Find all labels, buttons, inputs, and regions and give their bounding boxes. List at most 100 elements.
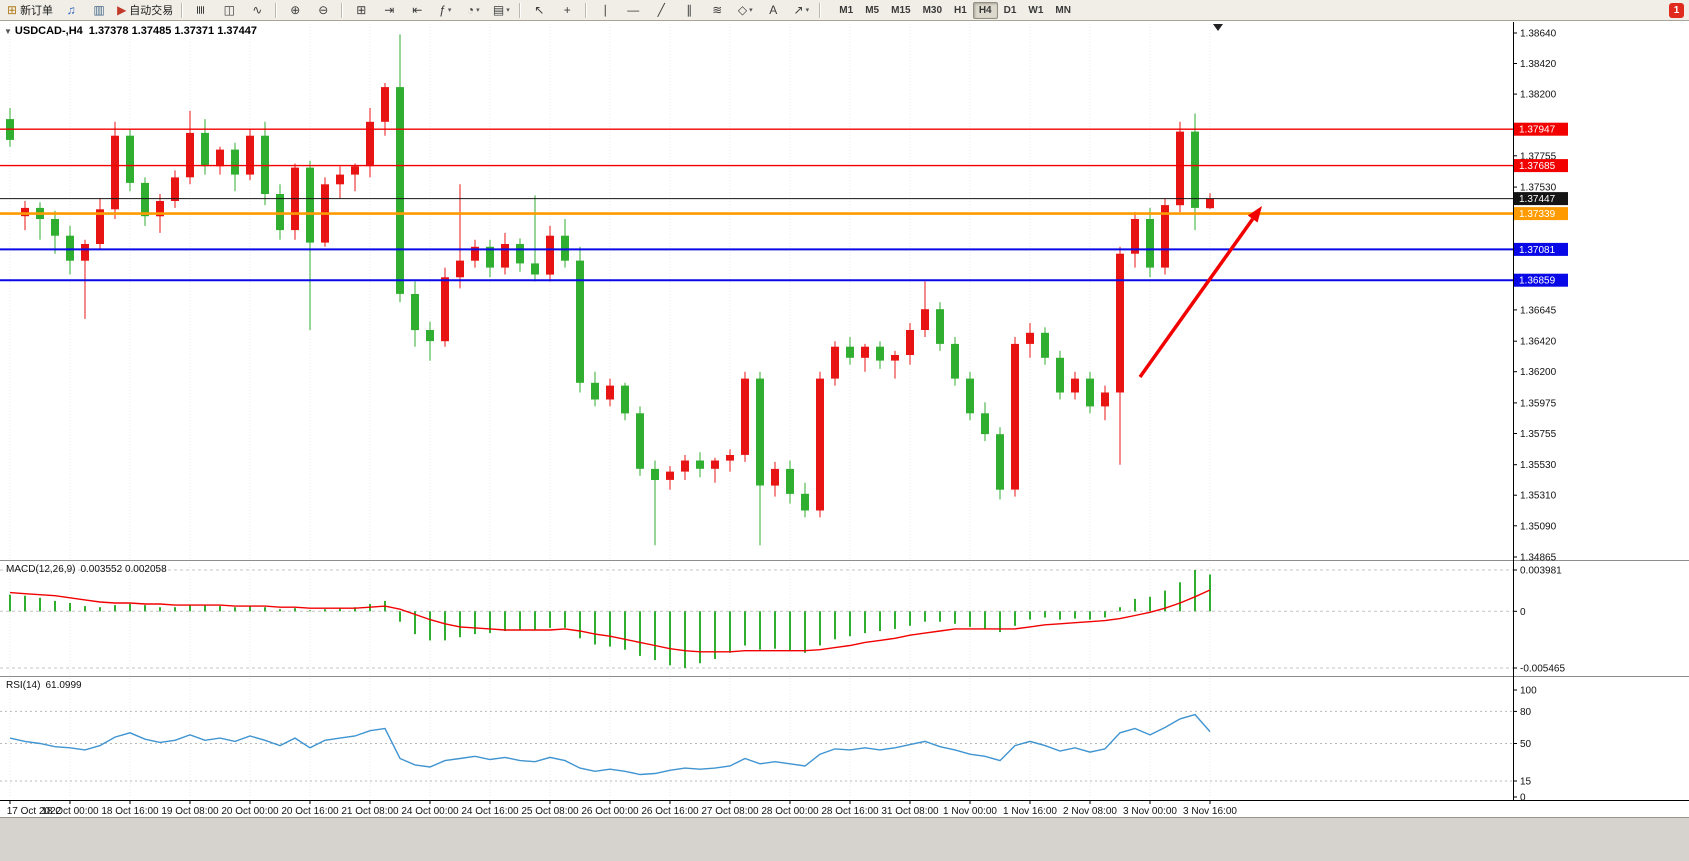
chart-plot-area[interactable] bbox=[0, 21, 1513, 800]
indicators-button[interactable]: ƒ ▾ bbox=[431, 0, 459, 20]
candle bbox=[801, 493, 809, 511]
svg-text:19 Oct 08:00: 19 Oct 08:00 bbox=[161, 806, 219, 817]
candle bbox=[81, 244, 89, 261]
open-chart-window-icon: ▥ bbox=[93, 3, 105, 17]
candle bbox=[651, 468, 659, 480]
candle bbox=[546, 235, 554, 275]
svg-text:3 Nov 00:00: 3 Nov 00:00 bbox=[1123, 806, 1177, 817]
svg-text:1.38640: 1.38640 bbox=[1520, 29, 1557, 40]
candle bbox=[456, 260, 464, 278]
timeframe-h1[interactable]: H1 bbox=[954, 4, 967, 16]
candle bbox=[951, 343, 959, 379]
timeframe-m1[interactable]: M1 bbox=[839, 4, 854, 16]
candle bbox=[381, 87, 389, 122]
autotrading-button[interactable]: ▶ 自动交易 bbox=[113, 0, 177, 20]
timeframe-m30[interactable]: M30 bbox=[922, 4, 943, 16]
candle bbox=[96, 209, 104, 244]
candle bbox=[351, 166, 359, 175]
shapes-button[interactable]: ◇ ▾ bbox=[731, 0, 759, 20]
fibonacci-button[interactable]: ≋ bbox=[703, 0, 731, 20]
timeframe-m5[interactable]: M5 bbox=[865, 4, 880, 16]
cursor-button[interactable]: ↖ bbox=[525, 0, 553, 20]
new-order-button[interactable]: ⊞ 新订单 bbox=[3, 0, 57, 20]
candle bbox=[576, 260, 584, 383]
trend-arrow-annotation[interactable] bbox=[1138, 206, 1262, 379]
price-shift-marker[interactable] bbox=[1213, 24, 1223, 31]
svg-text:31 Oct 08:00: 31 Oct 08:00 bbox=[881, 806, 939, 817]
candle bbox=[276, 194, 284, 231]
candle bbox=[231, 149, 239, 175]
candlestick-chart-button[interactable]: ◫ bbox=[215, 0, 243, 20]
svg-text:3 Nov 16:00: 3 Nov 16:00 bbox=[1183, 806, 1237, 817]
text-label-icon: A bbox=[769, 3, 778, 17]
price-axis[interactable]: 1.38640 1.38420 1.38200 1.37755 1.37530 1.366… bbox=[1513, 29, 1568, 804]
candle bbox=[1206, 198, 1214, 209]
candle bbox=[621, 385, 629, 414]
svg-text:1.38420: 1.38420 bbox=[1520, 59, 1557, 70]
arrow-objects-button[interactable]: ↗ ▾ bbox=[787, 0, 815, 20]
timeframe-m15[interactable]: M15 bbox=[891, 4, 911, 16]
candle bbox=[216, 149, 224, 167]
notifications-badge[interactable]: 1 bbox=[1669, 3, 1684, 18]
shapes-icon: ◇ bbox=[737, 3, 748, 17]
svg-text:1.36200: 1.36200 bbox=[1520, 367, 1557, 378]
chevron-down-icon: ▾ bbox=[447, 7, 452, 14]
line-chart-button[interactable]: ∿ bbox=[243, 0, 271, 20]
text-label-button[interactable]: A bbox=[759, 0, 787, 20]
crosshair-button[interactable]: + bbox=[553, 0, 581, 20]
candle bbox=[1116, 253, 1124, 393]
price-tag bbox=[1514, 242, 1568, 256]
vertical-line-button[interactable]: ∣ bbox=[591, 0, 619, 20]
candle bbox=[846, 346, 854, 358]
bar-chart-button[interactable]: ≣ bbox=[187, 0, 215, 20]
candle bbox=[426, 330, 434, 342]
svg-text:24 Oct 00:00: 24 Oct 00:00 bbox=[401, 806, 459, 817]
trendline-button[interactable]: ╱ bbox=[647, 0, 675, 20]
candle bbox=[786, 468, 794, 494]
toolbar-separator bbox=[519, 2, 522, 18]
svg-text:1 Nov 00:00: 1 Nov 00:00 bbox=[943, 806, 997, 817]
trendline-icon: ╱ bbox=[657, 3, 665, 17]
chart-shift-button[interactable]: ⇤ bbox=[403, 0, 431, 20]
periods-button[interactable]: ◔ ▾ bbox=[459, 0, 487, 20]
open-chart-window-button[interactable]: ▥ bbox=[85, 0, 113, 20]
timeframe-h4[interactable]: H4 bbox=[972, 1, 998, 19]
svg-text:1.34865: 1.34865 bbox=[1520, 553, 1557, 564]
candle bbox=[156, 201, 164, 217]
candle bbox=[306, 167, 314, 243]
chevron-down-icon: ▾ bbox=[506, 7, 510, 14]
timeframe-mn[interactable]: MN bbox=[1055, 4, 1071, 16]
candle bbox=[1071, 378, 1079, 393]
auto-scroll-button[interactable]: ⇥ bbox=[375, 0, 403, 20]
indicators-icon: ƒ bbox=[439, 3, 446, 17]
timeframe-d1[interactable]: D1 bbox=[1003, 4, 1017, 16]
timeframe-w1[interactable]: W1 bbox=[1028, 4, 1044, 16]
candle bbox=[51, 219, 59, 236]
templates-button[interactable]: ▤ ▾ bbox=[487, 0, 515, 20]
chevron-down-icon: ▾ bbox=[749, 7, 753, 14]
chart-dropdown-icon[interactable]: ▼ bbox=[4, 27, 12, 36]
toolbar-separator bbox=[819, 2, 822, 18]
candle bbox=[1026, 332, 1034, 344]
svg-text:1.36420: 1.36420 bbox=[1520, 337, 1557, 348]
alerts-sound-button[interactable]: ♫ bbox=[57, 0, 85, 20]
bar-chart-icon: ≣ bbox=[194, 4, 209, 16]
zoom-out-button[interactable]: ⊖ bbox=[309, 0, 337, 20]
candle bbox=[591, 382, 599, 400]
tile-windows-button[interactable]: ⊞ bbox=[347, 0, 375, 20]
candle bbox=[141, 182, 149, 217]
svg-text:-0.005465: -0.005465 bbox=[1520, 664, 1565, 675]
candle bbox=[561, 235, 569, 261]
zoom-in-button[interactable]: ⊕ bbox=[281, 0, 309, 20]
horizontal-line-button[interactable]: ― bbox=[619, 0, 647, 20]
candle bbox=[756, 378, 764, 486]
toolbar-separator bbox=[181, 2, 184, 18]
candle bbox=[1176, 131, 1184, 206]
horizontal-line-objects[interactable] bbox=[0, 128, 1513, 282]
toolbar-separator bbox=[341, 2, 344, 18]
rsi-value: 61.0999 bbox=[45, 680, 82, 691]
equidistant-channel-button[interactable]: ∥ bbox=[675, 0, 703, 20]
candle bbox=[66, 235, 74, 261]
